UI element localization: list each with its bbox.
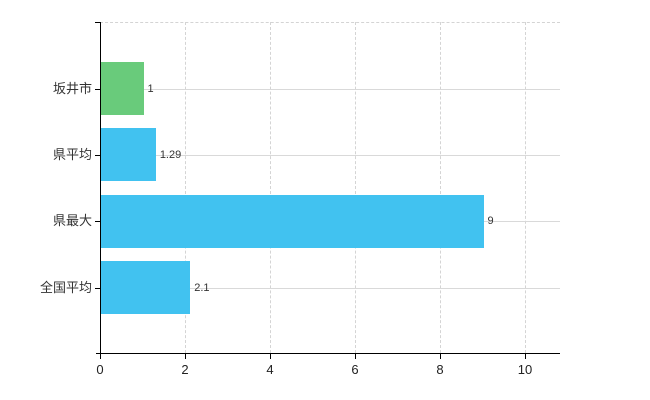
gridline-vertical [440,22,441,353]
x-axis-tick [525,354,526,359]
x-tick-label: 2 [181,362,189,377]
y-axis-end-tick [95,22,100,23]
x-axis-tick [100,354,101,359]
bar-value-label: 1 [147,82,154,95]
x-tick-label: 6 [351,362,359,377]
plot-top-border [100,22,560,23]
gridline-vertical [270,22,271,353]
x-axis-tick [270,354,271,359]
category-tick [95,221,100,223]
bar-value-label: 2.1 [194,281,210,294]
gridline-horizontal [100,287,560,289]
category-tick [95,154,100,156]
category-label: 県最大 [52,213,92,229]
bar [101,128,156,182]
bar [101,194,484,248]
category-label: 全国平均 [39,279,92,295]
x-axis-tick [185,354,186,359]
x-tick-label: 0 [96,362,104,377]
bar-value-label: 1.29 [159,148,182,161]
gridline-horizontal [100,154,560,156]
bar-value-label: 9 [487,215,494,228]
gridline-vertical [355,22,356,353]
category-tick [95,287,100,289]
bar [101,261,191,315]
gridline-vertical [525,22,526,353]
category-label: 坂井市 [52,80,92,96]
x-tick-label: 8 [436,362,444,377]
x-axis-line [96,353,560,354]
gridline-horizontal [100,88,560,90]
bar [101,62,144,115]
gridline-vertical [185,22,186,353]
category-label: 県平均 [52,146,92,162]
category-tick [95,88,100,90]
x-tick-label: 4 [266,362,274,377]
x-tick-label: 10 [517,362,533,377]
x-axis-tick [440,354,441,359]
x-axis-tick [355,354,356,359]
y-axis-line [100,22,101,353]
